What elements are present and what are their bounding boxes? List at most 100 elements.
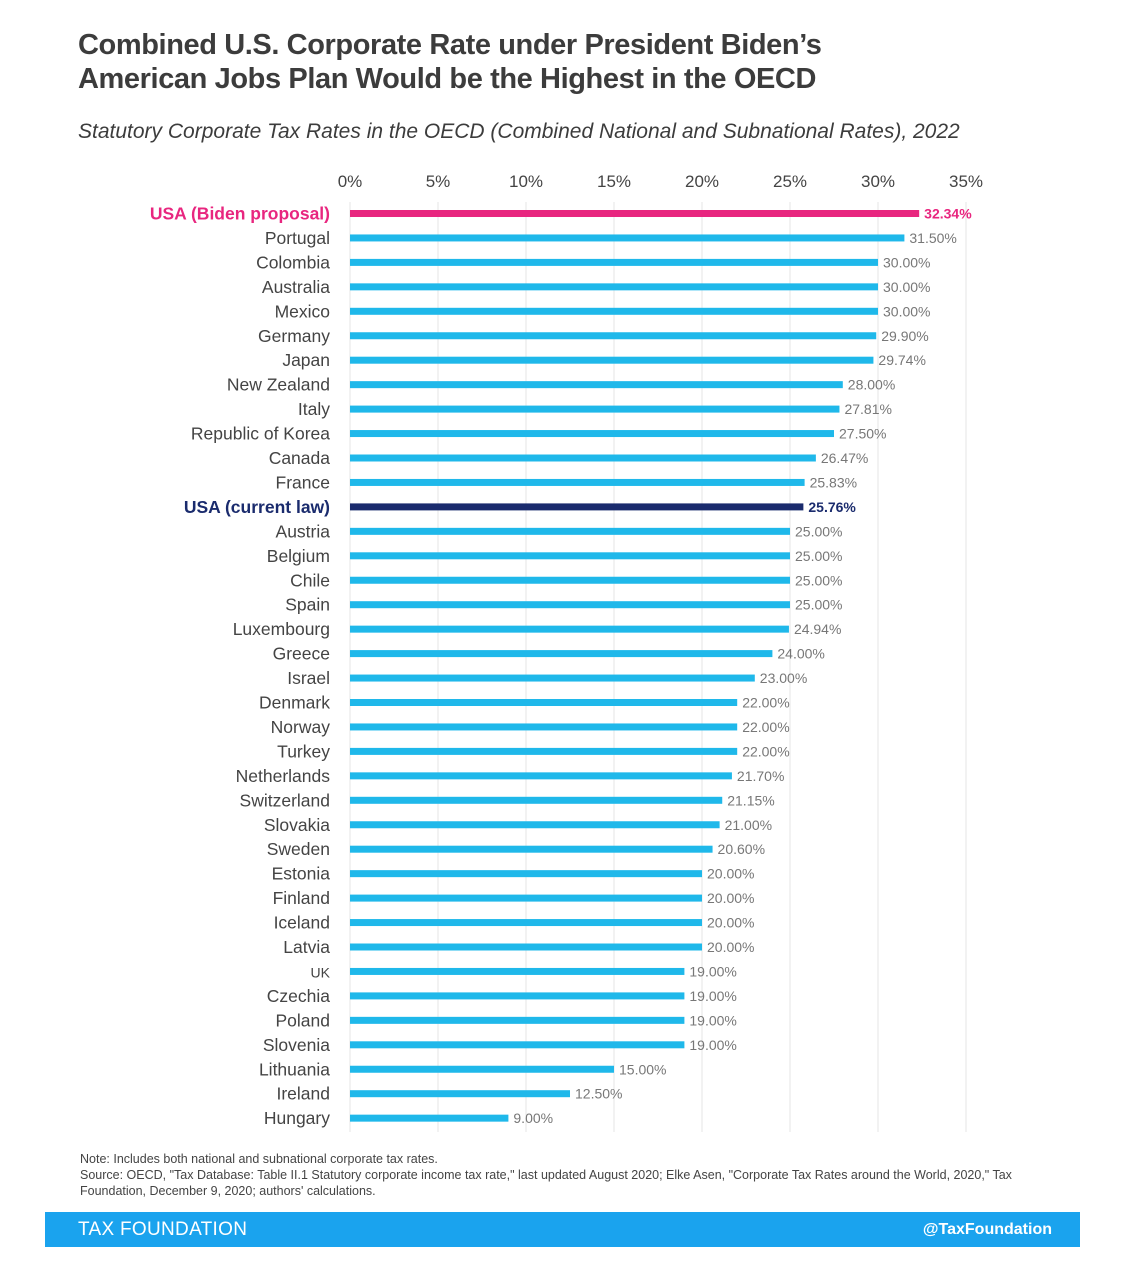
bar bbox=[350, 747, 738, 755]
bar bbox=[350, 576, 790, 584]
bar-chart: 0% 5% 10% 15% 20% 25% 30% 35% USA (Biden proposa… bbox=[150, 172, 983, 1132]
x-tick-label: 15% bbox=[597, 172, 631, 191]
bar bbox=[350, 674, 755, 682]
category-label: Slovakia bbox=[264, 815, 330, 835]
category-label: Czechia bbox=[267, 986, 330, 1006]
category-label: Japan bbox=[282, 350, 330, 370]
bar bbox=[350, 405, 840, 413]
bar bbox=[350, 1041, 685, 1049]
value-label: 30.00% bbox=[883, 279, 930, 295]
value-label: 26.47% bbox=[821, 450, 868, 466]
category-label: Portugal bbox=[265, 228, 330, 248]
category-label: Italy bbox=[298, 399, 330, 419]
value-label: 19.00% bbox=[689, 1012, 736, 1028]
value-label: 21.70% bbox=[737, 768, 784, 784]
note-text: Note: Includes both national and subnati… bbox=[80, 1152, 438, 1166]
value-label: 25.00% bbox=[795, 523, 842, 539]
category-label: Australia bbox=[262, 277, 330, 297]
category-label: UK bbox=[311, 964, 331, 980]
value-label: 20.00% bbox=[707, 939, 754, 955]
value-label: 32.34% bbox=[924, 206, 972, 222]
category-label: Spain bbox=[285, 595, 330, 615]
bar bbox=[350, 381, 843, 389]
value-label: 29.90% bbox=[881, 328, 928, 344]
value-label: 20.00% bbox=[707, 915, 754, 931]
category-label: Turkey bbox=[277, 741, 330, 761]
value-label: 23.00% bbox=[760, 670, 807, 686]
notes-section: Note: Includes both national and subnati… bbox=[80, 1151, 1060, 1199]
category-label: Slovenia bbox=[263, 1035, 330, 1055]
chart-title-line-1: Combined U.S. Corporate Rate under Presi… bbox=[78, 29, 822, 61]
value-label: 12.50% bbox=[575, 1086, 622, 1102]
chart-subtitle: Statutory Corporate Tax Rates in the OEC… bbox=[78, 120, 960, 143]
category-label: Switzerland bbox=[240, 790, 330, 810]
bar bbox=[350, 454, 816, 462]
x-tick-label: 30% bbox=[861, 172, 895, 191]
bar bbox=[350, 234, 905, 242]
footer-bar: TAX FOUNDATION @TaxFoundation bbox=[45, 1212, 1080, 1247]
category-label: Finland bbox=[273, 888, 330, 908]
value-label: 22.00% bbox=[742, 719, 789, 735]
category-label: Iceland bbox=[274, 913, 330, 933]
category-label: New Zealand bbox=[227, 375, 330, 395]
category-label: Israel bbox=[287, 668, 330, 688]
category-label: Greece bbox=[273, 644, 330, 664]
bar bbox=[350, 919, 702, 927]
category-label: France bbox=[276, 472, 330, 492]
chart-title-line-2: American Jobs Plan Would be the Highest … bbox=[78, 63, 817, 95]
value-label: 30.00% bbox=[883, 254, 930, 270]
value-label: 25.83% bbox=[810, 474, 857, 490]
source-text: Source: OECD, "Tax Database: Table II.1 … bbox=[80, 1168, 1012, 1198]
bar bbox=[350, 601, 790, 609]
value-label: 29.74% bbox=[878, 352, 925, 368]
category-label: Netherlands bbox=[236, 766, 331, 786]
category-label: Chile bbox=[290, 570, 330, 590]
bar bbox=[350, 283, 878, 291]
bar bbox=[350, 356, 874, 364]
category-label: Colombia bbox=[256, 252, 330, 272]
category-label: Luxembourg bbox=[233, 619, 330, 639]
value-label: 27.81% bbox=[844, 401, 891, 417]
category-label: Lithuania bbox=[259, 1059, 330, 1079]
x-tick-label: 20% bbox=[685, 172, 719, 191]
value-label: 25.00% bbox=[795, 572, 842, 588]
value-label: 19.00% bbox=[689, 963, 736, 979]
category-label: Canada bbox=[269, 448, 331, 468]
category-label: Germany bbox=[258, 326, 330, 346]
category-label: Ireland bbox=[276, 1084, 330, 1104]
value-label: 20.60% bbox=[718, 841, 765, 857]
bar bbox=[350, 552, 790, 560]
value-label: 25.00% bbox=[795, 548, 842, 564]
bar bbox=[350, 845, 713, 853]
bar bbox=[350, 894, 702, 902]
value-label: 24.00% bbox=[777, 646, 824, 662]
value-label: 31.50% bbox=[909, 230, 956, 246]
category-label: Belgium bbox=[267, 546, 330, 566]
x-tick-label: 35% bbox=[949, 172, 983, 191]
bar bbox=[350, 1065, 614, 1073]
bar bbox=[350, 943, 702, 951]
value-label: 20.00% bbox=[707, 866, 754, 882]
bar bbox=[350, 1016, 685, 1024]
bar bbox=[350, 650, 773, 658]
category-label: Estonia bbox=[272, 864, 331, 884]
bar bbox=[350, 723, 738, 731]
value-label: 24.94% bbox=[794, 621, 841, 637]
value-label: 28.00% bbox=[848, 377, 895, 393]
bar bbox=[350, 1114, 509, 1122]
footer-brand: TAX FOUNDATION bbox=[78, 1218, 248, 1240]
chart-title: Combined U.S. Corporate Rate under Presi… bbox=[78, 28, 1058, 96]
category-label: Mexico bbox=[275, 301, 330, 321]
bar bbox=[350, 210, 920, 217]
category-label: Austria bbox=[276, 521, 331, 541]
bar bbox=[350, 821, 720, 829]
category-label: Denmark bbox=[259, 693, 330, 713]
value-label: 9.00% bbox=[513, 1110, 553, 1126]
x-tick-label: 5% bbox=[426, 172, 451, 191]
value-label: 21.15% bbox=[727, 792, 774, 808]
value-label: 22.00% bbox=[742, 695, 789, 711]
x-tick-label: 0% bbox=[338, 172, 363, 191]
category-label: USA (Biden proposal) bbox=[150, 204, 330, 224]
bar bbox=[350, 1090, 570, 1098]
footer-handle[interactable]: @TaxFoundation bbox=[922, 1220, 1052, 1238]
